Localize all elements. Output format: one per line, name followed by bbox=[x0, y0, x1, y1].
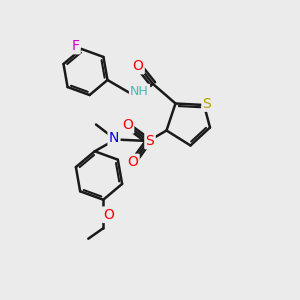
Text: O: O bbox=[103, 208, 114, 222]
Text: O: O bbox=[128, 155, 138, 169]
Text: S: S bbox=[202, 97, 211, 110]
Text: O: O bbox=[122, 118, 133, 132]
Text: NH: NH bbox=[130, 85, 149, 98]
Text: N: N bbox=[109, 131, 119, 145]
Text: F: F bbox=[71, 39, 80, 53]
Text: O: O bbox=[133, 59, 143, 73]
Text: S: S bbox=[146, 134, 154, 148]
